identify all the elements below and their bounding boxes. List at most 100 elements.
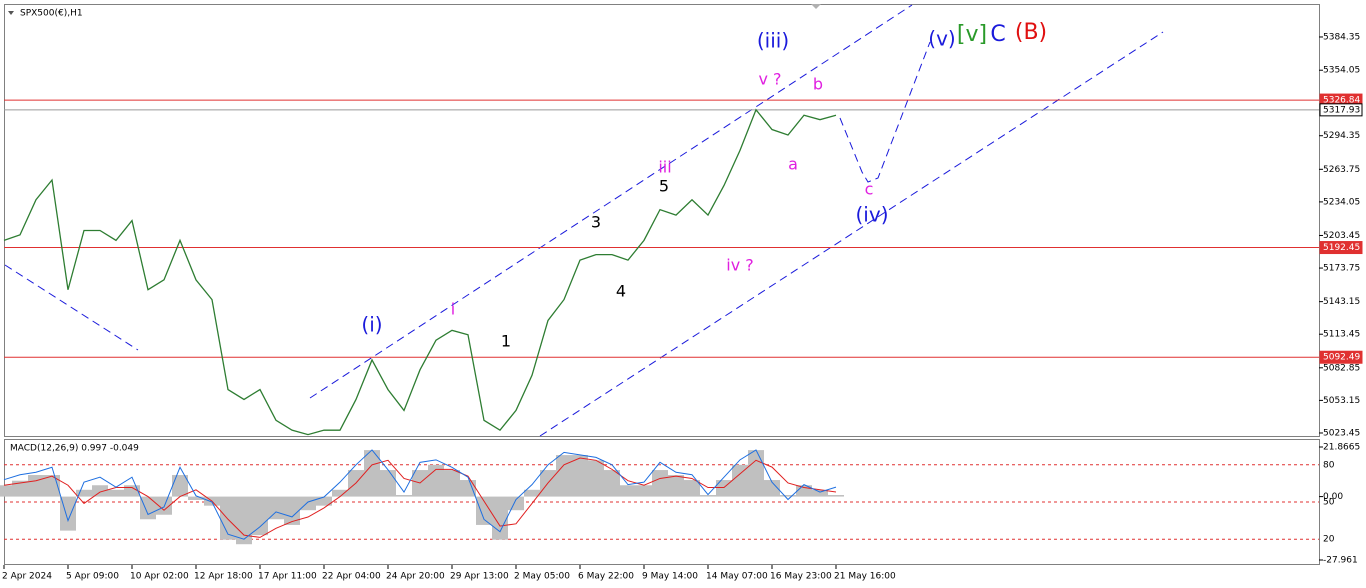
wave-label: [v] [957, 22, 987, 47]
y-tick-label: 5023.45 [1323, 428, 1360, 438]
wave-label: (i) [361, 313, 382, 337]
macd-bar [124, 485, 140, 497]
y-tick-label: 5203.45 [1323, 231, 1360, 241]
wave-label: b [813, 75, 823, 94]
y-tick-label: 5234.05 [1323, 197, 1360, 207]
x-tick-label: 29 Apr 13:00 [450, 572, 509, 582]
macd-bar [60, 496, 76, 531]
x-tick-label: 2 Apr 2024 [2, 572, 52, 582]
signal-line [3, 457, 837, 538]
y-tick-label: 5263.75 [1323, 165, 1360, 175]
macd-bar [396, 495, 412, 497]
x-tick-label: 5 Apr 09:00 [66, 572, 119, 582]
wave-label: (B) [1015, 20, 1047, 45]
wave-label: 1 [501, 332, 511, 351]
menu-arrow [8, 11, 14, 15]
y-tick-label: 21.8665 [1323, 442, 1360, 452]
macd-bar [556, 455, 572, 497]
macd-bar [188, 496, 204, 500]
y-tick-label: -27.961 [1323, 556, 1358, 566]
period-marker [811, 4, 821, 9]
y-tick-label: 5173.75 [1323, 264, 1360, 274]
macd-bar [380, 470, 396, 497]
forecast-path [839, 41, 931, 183]
trend-line [4, 264, 139, 351]
wave-label: a [788, 155, 798, 174]
x-tick-label: 21 May 16:00 [834, 572, 896, 582]
macd-bar [316, 496, 332, 506]
macd-bar [748, 450, 764, 497]
wave-label: c [865, 180, 874, 199]
macd-bar [236, 496, 252, 545]
y-tick-label: 5053.15 [1323, 396, 1360, 406]
macd-bar [332, 489, 348, 497]
macd-bar [76, 489, 92, 497]
macd-bar [572, 455, 588, 497]
oscillator-line [3, 449, 837, 540]
wave-label: C [990, 22, 1005, 47]
x-tick-label: 22 Apr 04:00 [322, 572, 381, 582]
y-tick-label: 5294.35 [1323, 131, 1360, 141]
y-tick-label: 5082.85 [1323, 363, 1360, 373]
chart-title: SPX500(€),H1 [20, 9, 83, 19]
macd-bar [252, 496, 268, 536]
macd-bar [636, 485, 652, 497]
price-line [3, 108, 837, 436]
macd-bar [108, 489, 124, 497]
price-frame [4, 4, 1320, 437]
macd-bar [684, 480, 700, 497]
macd-bar [140, 496, 156, 520]
macd-bar [28, 475, 44, 497]
level-box [1319, 241, 1363, 255]
y2-tick-label: 80 [1323, 460, 1335, 470]
wave-label: (v) [928, 27, 955, 51]
x-tick-label: 10 Apr 02:00 [130, 572, 189, 582]
macd-bar [604, 470, 620, 497]
macd-bar [284, 496, 300, 525]
x-tick-label: 17 Apr 11:00 [258, 572, 317, 582]
macd-bar [780, 495, 796, 497]
wave-label: (iv) [856, 203, 889, 227]
macd-bar [0, 485, 12, 497]
y-tick-label: 5113.45 [1323, 330, 1360, 340]
wave-label: (iii) [757, 29, 789, 53]
x-tick-label: 9 May 14:00 [642, 572, 698, 582]
level-label: 5092.49 [1323, 353, 1360, 363]
y-tick-label: 5354.05 [1323, 66, 1360, 76]
macd-bar [268, 496, 284, 520]
channel-lines [4, 4, 1164, 437]
macd-bar [92, 485, 108, 497]
macd-bar [524, 489, 540, 497]
wave-label: i [451, 300, 455, 319]
macd-bar [300, 496, 316, 511]
macd-bar [796, 485, 812, 497]
wave-label: 4 [616, 282, 626, 301]
macd-bar [620, 485, 636, 497]
y2-tick-label: 50 [1323, 498, 1335, 508]
x-tick-label: 12 Apr 18:00 [194, 572, 253, 582]
wave-label: iii [658, 158, 671, 177]
macd-bar [828, 495, 844, 497]
macd-bar [460, 480, 476, 497]
x-tick-label: 14 May 07:00 [706, 572, 768, 582]
y-tick-label: 0.00 [1323, 492, 1343, 502]
macd-bar [172, 475, 188, 497]
wave-label: v ? [758, 70, 781, 89]
macd-bar [220, 496, 236, 540]
macd-bar [476, 496, 492, 525]
level-box [1319, 103, 1363, 117]
macd-bar [508, 496, 524, 511]
macd-bar [364, 450, 380, 497]
channel-upper [309, 4, 913, 399]
macd-title: MACD(12,26,9) 0.997 -0.049 [10, 444, 139, 454]
wave-label: iv ? [726, 256, 754, 275]
macd-bar [700, 495, 716, 497]
level-label: 5192.45 [1323, 243, 1360, 253]
macd-bar [812, 489, 828, 497]
x-tick-label: 6 May 22:00 [578, 572, 634, 582]
macd-bar [12, 480, 28, 497]
wave-label: 3 [591, 213, 601, 232]
macd-bar [588, 460, 604, 497]
